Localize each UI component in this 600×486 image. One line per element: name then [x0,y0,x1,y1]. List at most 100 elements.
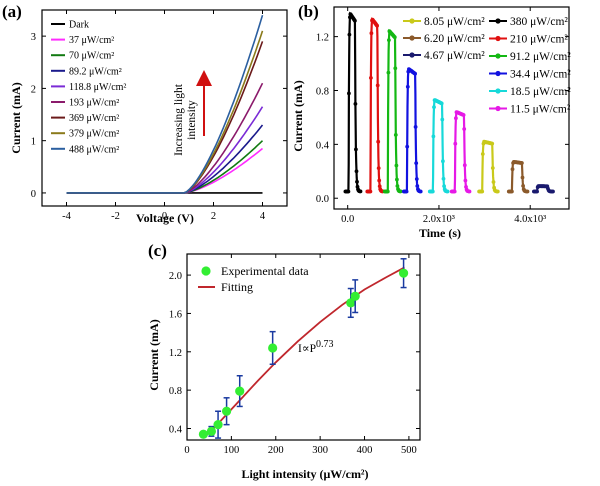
panel-a-legend-label-8: 488 μW/cm² [69,144,119,155]
panel-c-y-tick-label-4: 2.0 [169,271,182,282]
panel-a-legend-label-2: 70 μW/cm² [69,51,114,62]
pulse-marker-5-44 [462,163,467,168]
pulse-marker-7-12 [510,167,515,172]
panel-b-label: (b) [298,2,319,21]
experimental-point-4 [235,386,245,396]
panel-b-y-tick-label-3: 1.2 [316,33,329,44]
pulse-marker-1-46 [377,178,382,183]
pulse-marker-2-40 [393,66,398,71]
panel-c-x-tick-label-0: 0 [184,445,189,456]
pulse-marker-0-14 [347,91,351,96]
panel-a-x-tick-label-3: 2 [211,211,216,222]
pulse-marker-3-46 [414,177,419,181]
panel-c-x-tick-label-3: 300 [312,445,328,456]
panel-a-x-tick-label-1: -2 [111,211,120,222]
pulse-marker-4-42 [440,117,445,122]
pulse-marker-6-44 [490,166,495,170]
pulse-marker-1-48 [377,184,382,189]
panel-c-y-tick-label-0: 0.4 [169,424,183,435]
pulse-marker-7-60 [525,189,530,194]
panel-a-legend-label-7: 379 μW/cm² [69,129,119,140]
panel-b-x-tick-label-2: 4.0x10³ [514,214,546,225]
pulse-marker-5-12 [453,141,458,146]
pulse-marker-5-40 [461,113,466,117]
panel-a-xlabel: Voltage (V) [136,211,194,225]
panel-a-legend-label-0: Dark [69,20,89,31]
iv-curve-5 [66,82,264,194]
pulse-marker-6-10 [480,189,485,194]
panel-b-xlabel: Time (s) [419,226,461,240]
pulse-marker-6-46 [491,180,496,184]
pulse-marker-5-42 [462,127,467,131]
pulse-marker-3-42 [413,125,418,129]
panel-a-axes [41,9,288,207]
pulse-marker-7-46 [521,184,525,188]
panel-c-y-tick-label-2: 1.2 [169,348,182,359]
pulse-marker-5-14 [454,116,458,121]
pulse-marker-1-16 [369,31,374,36]
pulse-marker-4-60 [445,189,450,194]
pulse-marker-0-60 [358,189,363,194]
panel-b-legend-label-7: 18.5 μW/cm² [510,86,571,98]
pulse-marker-0-42 [354,147,358,152]
pulse-marker-5-60 [467,189,472,194]
experimental-point-2 [213,420,223,430]
panel-c-annotation-base: I∝P [298,343,316,355]
pulse-marker-2-14 [386,70,391,75]
panel-b-ylabel: Current (mA) [291,80,305,151]
pulse-marker-4-10 [430,189,435,194]
pulse-marker-3-48 [415,184,420,188]
panel-b-axes [333,6,570,210]
panel-b-x-tick-label-0: 0.0 [341,214,354,225]
panel-b-legend-marker-2 [409,52,415,58]
pulse-marker-2-60 [398,189,403,194]
panel-a-ylabel: Current (mA) [9,82,23,153]
panel-c-annotation: I∝P0.73 [298,339,334,355]
iv-curve-8 [66,14,264,194]
pulse-marker-2-16 [387,38,391,42]
panel-c-legend-label-0: Experimental data [221,264,309,278]
panel-c-frame [186,253,421,441]
panel-b-x-tick-label-1: 2.0x10³ [423,214,455,225]
panel-b-legend-marker-7 [495,88,501,94]
panel-b-legend-label-4: 210 μW/cm² [510,34,568,46]
experimental-point-7 [350,291,360,301]
pulse-marker-3-40 [413,71,417,76]
panel-a-x-tick-label-2: 0 [162,211,167,222]
panel-b-legend-marker-5 [495,53,501,59]
pulse-marker-5-10 [452,189,457,194]
panel-a-curves [66,14,264,194]
panel-b-pulses [343,11,555,194]
pulse-marker-1-42 [376,139,381,144]
pulse-marker-3-12 [405,144,410,149]
panel-a-y-tick-label-1: 1 [31,137,36,148]
panel-a-annotation-line1: Increasing light [173,83,185,156]
pulse-marker-2-42 [393,133,398,137]
pulse-curve-1 [367,17,383,193]
pulse-marker-4-46 [441,176,446,181]
pulse-marker-7-44 [520,175,525,180]
panel-a-annotation-line2: intensity [186,100,198,140]
pulse-curve-7 [508,160,528,193]
panel-b-legend-label-3: 380 μW/cm² [510,16,568,28]
pulse-marker-3-44 [414,161,419,166]
pulse-marker-7-42 [520,161,524,165]
pulse-marker-1-40 [375,83,380,88]
pulse-marker-7-10 [510,189,514,194]
panel-c-legend-label-1: Fitting [221,280,253,294]
pulse-marker-1-38 [375,23,379,28]
panel-c-x-tick-label-2: 200 [268,445,284,456]
pulse-marker-2-38 [392,35,397,40]
experimental-point-3 [221,406,232,416]
pulse-marker-4-48 [442,184,446,189]
panel-a-legend: Dark 37 μW/cm² 70 μW/cm² 89.2 μW/cm² 118.8 μ… [51,20,126,155]
iv-curve-4 [66,106,264,194]
pulse-marker-4-12 [431,134,436,139]
pulse-marker-0-46 [355,179,359,184]
fitting-curve [204,266,405,437]
pulse-marker-2-12 [385,189,390,194]
pulse-marker-4-44 [441,159,445,164]
panel-b-legend-marker-0 [409,18,415,24]
panel-b-legend-marker-6 [495,70,501,77]
